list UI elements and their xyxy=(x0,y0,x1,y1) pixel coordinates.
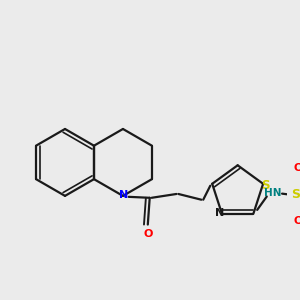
Text: O: O xyxy=(294,216,300,226)
Text: HN: HN xyxy=(264,188,281,198)
Text: S: S xyxy=(261,179,269,192)
Text: O: O xyxy=(143,229,152,239)
Text: S: S xyxy=(291,188,300,201)
Text: N: N xyxy=(215,208,225,218)
Text: N: N xyxy=(119,190,128,200)
Text: O: O xyxy=(294,163,300,173)
